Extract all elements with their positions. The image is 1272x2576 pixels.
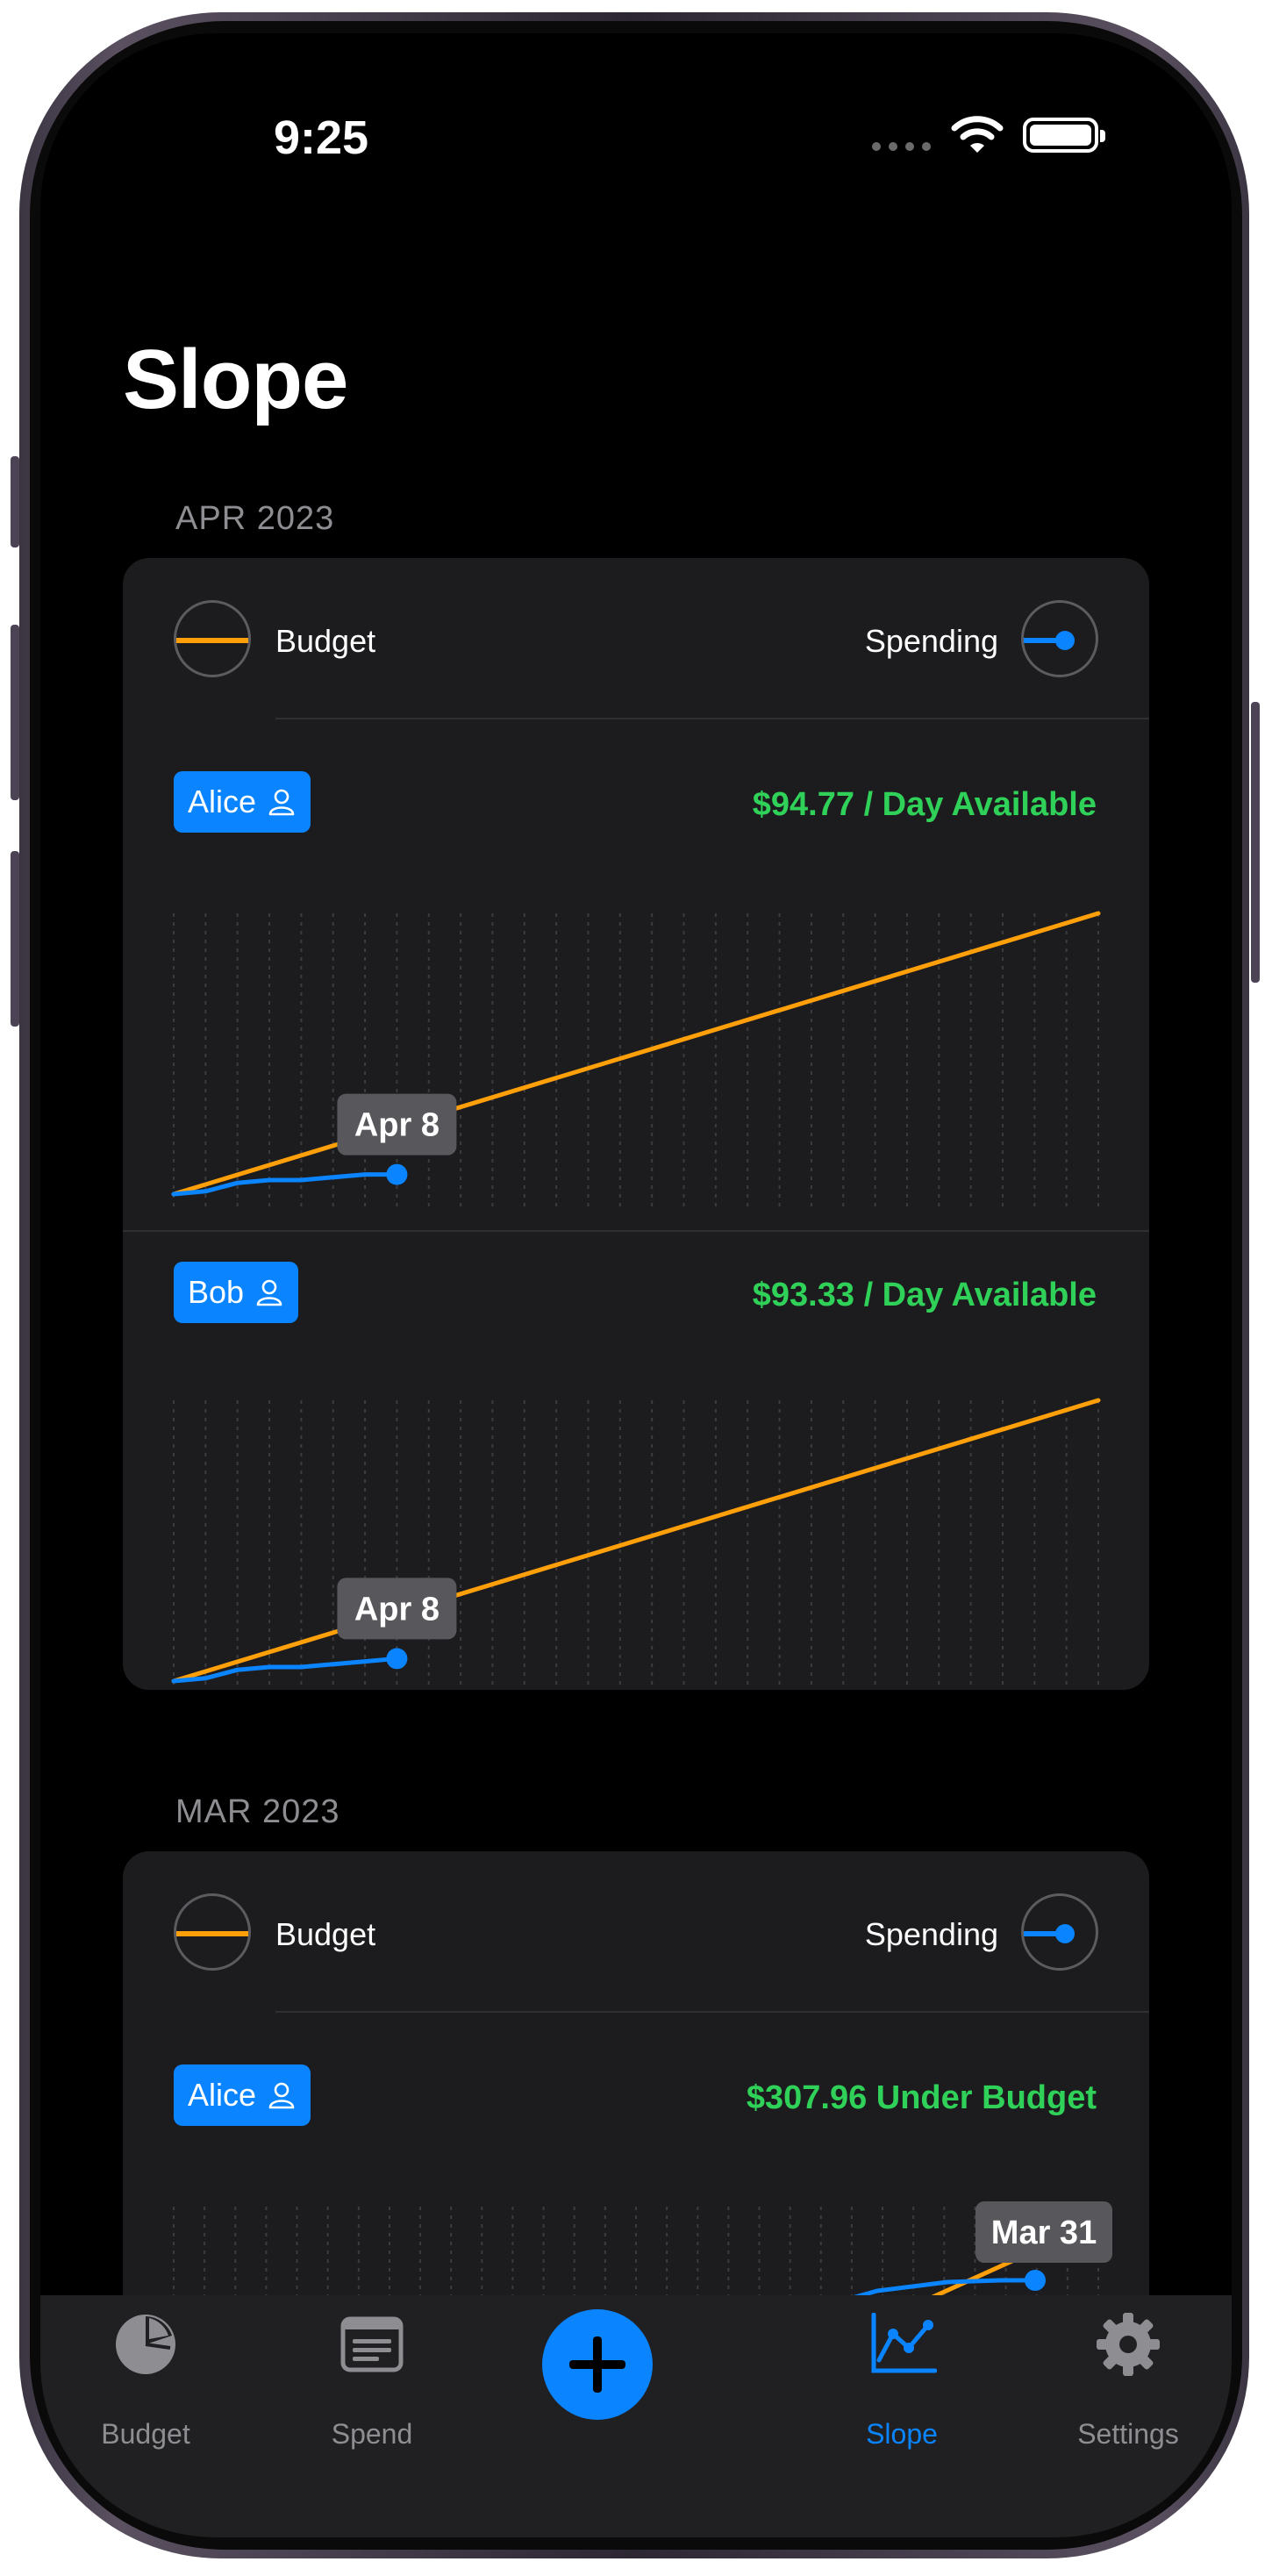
spending-legend-icon — [1021, 600, 1098, 677]
budget-line — [171, 1398, 1101, 1684]
action-button — [11, 456, 19, 547]
date-marker-label: Apr 8 — [354, 1591, 439, 1628]
tab-label: Slope — [866, 2418, 938, 2450]
person-name: Alice — [188, 2077, 257, 2113]
screen: 9:25 Slope APR 2023 Budget Spending Alic… — [40, 33, 1232, 2537]
power-button — [1251, 702, 1260, 983]
tab-label: Settings — [1077, 2418, 1179, 2450]
slope-chart-alice-apr[interactable]: Apr 8 — [123, 905, 1149, 1229]
spending-line — [171, 1656, 399, 1684]
spending-line — [171, 1172, 399, 1197]
tab-spend[interactable]: Spend — [284, 2295, 460, 2471]
volume-down-button — [11, 851, 19, 1027]
budget-legend-label: Budget — [275, 623, 376, 659]
volume-up-button — [11, 625, 19, 800]
tab-slope[interactable]: Slope — [814, 2295, 990, 2471]
receipt-icon — [340, 2316, 404, 2372]
pie-chart-icon — [116, 2315, 175, 2374]
tab-settings[interactable]: Settings — [1040, 2295, 1216, 2471]
person-name: Bob — [188, 1274, 245, 1310]
tab-budget[interactable]: Budget — [58, 2295, 233, 2471]
row-divider — [123, 1230, 1149, 1232]
status-time: 9:25 — [273, 111, 369, 164]
tab-label: Spend — [331, 2418, 413, 2450]
person-tag-alice[interactable]: Alice — [174, 771, 311, 833]
gear-icon — [1097, 2313, 1160, 2376]
spending-legend-label: Spending — [864, 1916, 998, 1952]
budget-status-amount: $307.96 Under Budget — [746, 2079, 1097, 2116]
person-name: Alice — [188, 784, 257, 819]
date-marker-bubble — [975, 2201, 1112, 2263]
daily-available-amount: $94.77 / Day Available — [752, 786, 1097, 823]
section-header-apr-2023: APR 2023 — [175, 500, 335, 537]
section-header-mar-2023: MAR 2023 — [175, 1793, 340, 1830]
tab-label: Budget — [101, 2418, 190, 2450]
person-tag-bob[interactable]: Bob — [174, 1262, 299, 1323]
battery-icon — [1023, 118, 1105, 153]
spending-current-point — [386, 1163, 408, 1185]
wifi-icon — [951, 116, 1004, 153]
person-icon — [256, 1279, 282, 1306]
line-chart-icon — [871, 2313, 937, 2373]
legend-divider — [275, 2011, 1149, 2013]
legend-divider — [275, 718, 1149, 719]
spending-legend-label: Spending — [864, 623, 998, 659]
date-marker-bubble — [337, 1093, 457, 1156]
date-marker-bubble — [337, 1578, 457, 1640]
date-marker-label: Apr 8 — [354, 1107, 439, 1144]
budget-legend-label: Budget — [275, 1916, 376, 1952]
page-title: Slope — [123, 333, 348, 426]
month-card-apr-2023: Budget Spending Alice $94.77 / Day Avail… — [123, 558, 1149, 1690]
spending-legend-icon — [1021, 1893, 1098, 1971]
spending-current-point — [386, 1648, 408, 1670]
tab-bar: Budget Spend Slope — [40, 2295, 1232, 2537]
person-icon — [268, 2082, 295, 2109]
person-tag-alice[interactable]: Alice — [174, 2064, 311, 2126]
slope-chart-bob-apr[interactable]: Apr 8 — [123, 1392, 1149, 1690]
add-expense-button[interactable] — [542, 2309, 653, 2420]
slope-chart-alice-mar[interactable]: Mar 31 — [123, 2198, 1149, 2465]
daily-available-amount: $93.33 / Day Available — [752, 1277, 1097, 1313]
signal-icon — [872, 142, 931, 151]
budget-legend-icon — [174, 600, 251, 677]
spending-current-point — [1025, 2270, 1046, 2291]
person-icon — [268, 789, 295, 816]
budget-legend-icon — [174, 1893, 251, 1971]
spending-line — [831, 2278, 1038, 2306]
date-marker-label: Mar 31 — [991, 2215, 1097, 2251]
budget-line — [171, 911, 1101, 1197]
